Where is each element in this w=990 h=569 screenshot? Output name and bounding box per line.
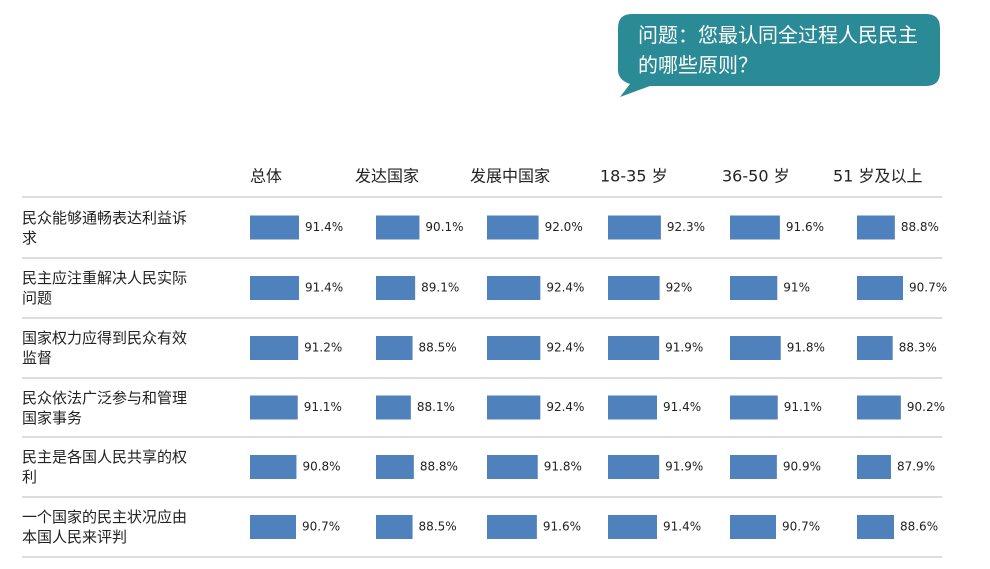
value-label: 91.8% xyxy=(787,341,825,355)
bar xyxy=(730,215,780,240)
value-label: 92% xyxy=(666,281,693,295)
value-label: 90.1% xyxy=(425,220,463,234)
bar xyxy=(608,455,660,479)
value-label: 87.9% xyxy=(897,460,935,474)
bar xyxy=(857,336,893,360)
bar xyxy=(608,336,660,360)
column-header: 51 岁及以上 xyxy=(833,167,922,186)
bar xyxy=(250,395,298,420)
bar xyxy=(608,276,660,300)
value-label: 88.1% xyxy=(417,400,455,414)
bar xyxy=(250,455,297,479)
value-label: 91.6% xyxy=(786,220,824,234)
bar xyxy=(487,515,537,539)
bar xyxy=(250,515,297,539)
bar xyxy=(376,515,413,539)
value-label: 91.4% xyxy=(305,220,343,234)
value-label: 91.1% xyxy=(784,400,822,414)
row-label: 民众能够通畅表达利益诉求 xyxy=(22,208,188,247)
bar xyxy=(250,336,299,360)
bar xyxy=(730,515,777,539)
value-label: 92.4% xyxy=(546,281,584,295)
bar xyxy=(857,276,904,300)
value-label: 88.8% xyxy=(420,460,458,474)
bar xyxy=(857,515,894,539)
bar xyxy=(376,336,413,360)
value-label: 92.0% xyxy=(545,220,583,234)
value-label: 90.7% xyxy=(909,281,947,295)
column-header: 发展中国家 xyxy=(470,167,550,186)
value-label: 88.5% xyxy=(419,520,457,534)
value-label: 92.3% xyxy=(667,220,705,234)
bar xyxy=(487,395,541,420)
value-label: 88.5% xyxy=(419,341,457,355)
row-label: 一个国家的民主状况应由本国人民来评判 xyxy=(22,508,188,546)
value-label: 92.4% xyxy=(546,341,584,355)
value-label: 91.9% xyxy=(665,341,703,355)
chart-title: 问题：您最认同全过程人民民主的哪些原则？ xyxy=(638,23,918,77)
bar xyxy=(376,215,420,240)
row-label: 民众依法广泛参与和管理国家事务 xyxy=(22,388,188,427)
bar xyxy=(730,276,778,300)
value-label: 88.6% xyxy=(900,520,938,534)
bar xyxy=(857,215,895,240)
bar xyxy=(376,395,411,420)
bar xyxy=(487,336,541,360)
value-label: 91.4% xyxy=(305,281,343,295)
bar xyxy=(730,336,781,360)
bar xyxy=(730,395,778,420)
column-header: 发达国家 xyxy=(355,167,419,186)
bar xyxy=(376,455,414,479)
bar xyxy=(250,215,300,240)
value-label: 91.8% xyxy=(544,460,582,474)
value-label: 90.2% xyxy=(907,400,945,414)
bar xyxy=(250,276,300,300)
bar xyxy=(487,276,541,300)
bar xyxy=(608,215,661,240)
column-header: 总体 xyxy=(250,167,282,186)
row-label: 民主应注重解决人民实际问题 xyxy=(22,269,188,307)
value-label: 91.4% xyxy=(663,400,701,414)
row-label: 国家权力应得到民众有效监督 xyxy=(22,329,188,367)
value-label: 90.7% xyxy=(302,520,340,534)
speech-bubble xyxy=(618,14,940,97)
value-label: 89.1% xyxy=(421,281,459,295)
row-label: 民主是各国人民共享的权利 xyxy=(22,448,188,486)
bar xyxy=(487,215,539,240)
bar xyxy=(376,276,416,300)
value-label: 90.7% xyxy=(782,520,820,534)
value-label: 88.8% xyxy=(901,220,939,234)
bar xyxy=(487,455,538,479)
value-label: 90.8% xyxy=(302,460,340,474)
value-label: 91.6% xyxy=(543,520,581,534)
value-label: 91.4% xyxy=(663,520,701,534)
bar xyxy=(857,455,891,479)
bar xyxy=(608,395,658,420)
value-label: 92.4% xyxy=(546,400,584,414)
value-label: 90.9% xyxy=(783,460,821,474)
bar xyxy=(857,395,901,420)
column-header: 18-35 岁 xyxy=(600,167,668,186)
bar xyxy=(730,455,777,479)
value-label: 91.2% xyxy=(304,341,342,355)
value-label: 91% xyxy=(783,281,810,295)
value-label: 88.3% xyxy=(899,341,937,355)
bar xyxy=(608,515,658,539)
column-header: 36-50 岁 xyxy=(722,167,790,186)
value-label: 91.1% xyxy=(304,400,342,414)
value-label: 91.9% xyxy=(665,460,703,474)
